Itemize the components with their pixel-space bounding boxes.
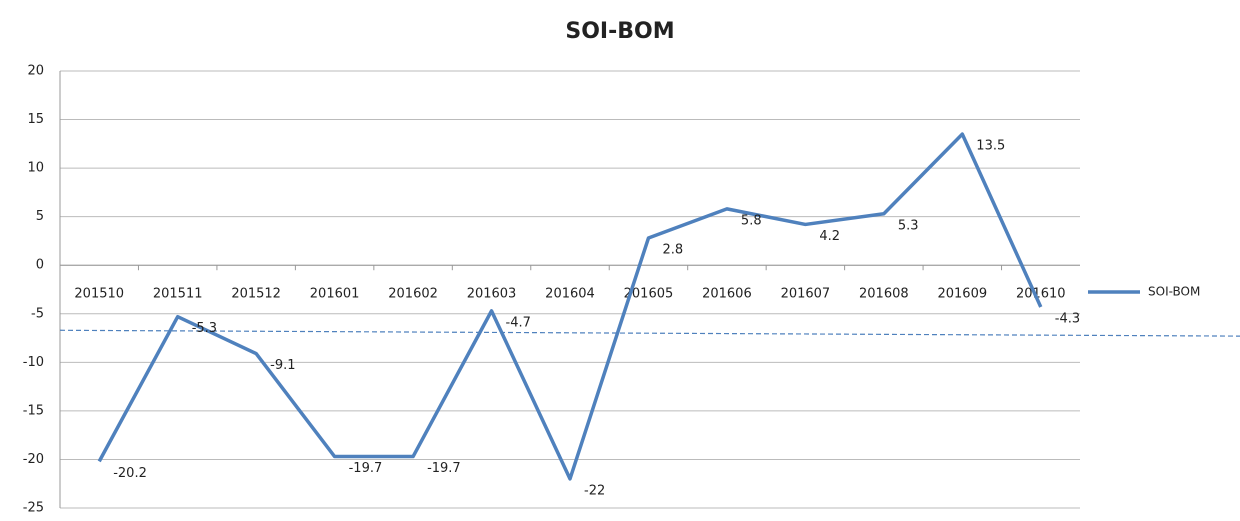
- x-tick-label: 201602: [388, 287, 438, 302]
- data-label: 4.2: [819, 229, 840, 244]
- x-tick-label: 201603: [467, 287, 517, 302]
- data-label: -22: [584, 483, 605, 498]
- y-tick-label: 0: [36, 258, 44, 273]
- y-tick-label: -15: [23, 403, 44, 418]
- x-tick-label: 201609: [937, 287, 987, 302]
- data-label: 5.8: [741, 213, 762, 228]
- x-tick-label: 201605: [624, 287, 674, 302]
- y-tick-label: -5: [31, 306, 44, 321]
- data-label: 5.3: [898, 218, 919, 233]
- data-label: -9.1: [270, 358, 295, 373]
- x-tick-label: 201511: [153, 287, 203, 302]
- x-tick-label: 201606: [702, 287, 752, 302]
- x-tick-label: 201512: [231, 287, 281, 302]
- data-label: 2.8: [662, 243, 683, 258]
- data-label: -19.7: [427, 461, 461, 476]
- reference-line: [59, 329, 1240, 337]
- y-tick-label: 10: [27, 161, 44, 176]
- y-tick-label: 5: [36, 209, 44, 224]
- data-label: -4.7: [506, 315, 531, 330]
- x-tick-label: 201604: [545, 287, 595, 302]
- y-tick-label: -10: [23, 355, 44, 370]
- x-tick-label: 201607: [781, 287, 831, 302]
- data-label: 13.5: [976, 139, 1005, 154]
- x-tick-label: 201608: [859, 287, 909, 302]
- data-line: [97, 132, 1043, 481]
- data-label: -4.3: [1055, 311, 1080, 326]
- x-tick-label: 201610: [1016, 287, 1066, 302]
- y-tick-label: 15: [27, 112, 44, 127]
- legend-label: SOI-BOM: [1148, 285, 1200, 299]
- x-tick-label: 201601: [310, 287, 360, 302]
- y-tick-label: -25: [23, 501, 44, 516]
- data-label: -5.3: [192, 321, 217, 336]
- y-tick-label: -20: [23, 452, 44, 467]
- y-tick-label: 20: [27, 64, 44, 79]
- chart-title: SOI-BOM: [565, 19, 674, 44]
- x-tick-label: 201510: [74, 287, 124, 302]
- data-label: -19.7: [349, 461, 383, 476]
- data-label: -20.2: [113, 466, 147, 481]
